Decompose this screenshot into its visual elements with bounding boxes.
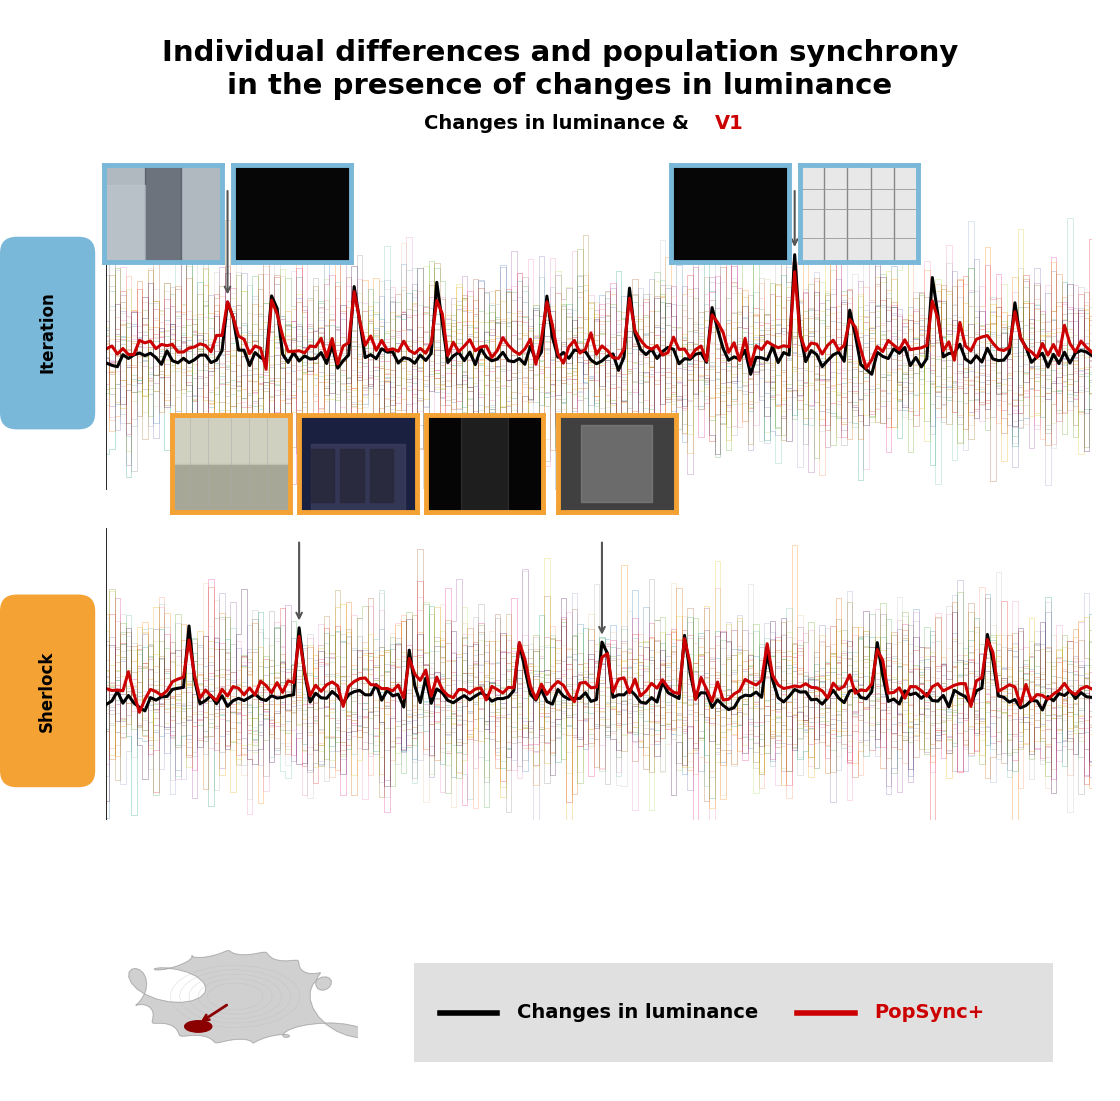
Text: in the presence of changes in luminance: in the presence of changes in luminance [227, 72, 893, 99]
Text: V1: V1 [715, 113, 744, 133]
Text: Changes in luminance &: Changes in luminance & [424, 113, 696, 133]
Polygon shape [129, 950, 367, 1043]
Text: Changes in luminance: Changes in luminance [516, 1003, 758, 1023]
FancyBboxPatch shape [389, 959, 1079, 1067]
Text: PopSync+: PopSync+ [874, 1003, 984, 1023]
Text: Sherlock: Sherlock [38, 651, 56, 732]
Ellipse shape [185, 1021, 212, 1033]
Text: Individual differences and population synchrony: Individual differences and population sy… [161, 39, 959, 66]
Text: Iteration: Iteration [38, 292, 56, 373]
